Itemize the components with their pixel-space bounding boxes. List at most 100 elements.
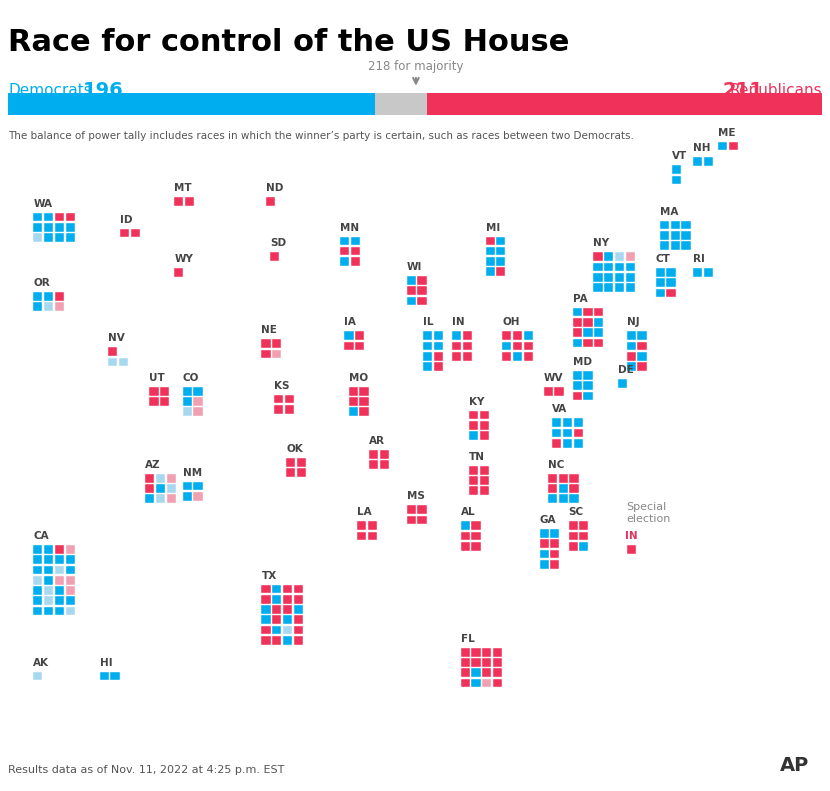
Bar xyxy=(486,257,495,266)
Bar xyxy=(486,247,495,255)
Bar xyxy=(583,339,593,347)
Text: AR: AR xyxy=(369,436,385,446)
Bar xyxy=(573,339,582,347)
Bar xyxy=(594,328,603,337)
Bar xyxy=(351,237,360,245)
Bar xyxy=(33,607,42,615)
Bar xyxy=(593,273,603,282)
Bar xyxy=(493,679,502,687)
Bar xyxy=(480,421,489,430)
Bar xyxy=(357,532,366,540)
Bar xyxy=(583,328,593,337)
Bar xyxy=(550,539,559,548)
Bar xyxy=(569,532,578,540)
Bar xyxy=(482,668,491,677)
Bar xyxy=(569,484,579,493)
Bar xyxy=(559,494,568,503)
Bar xyxy=(469,411,478,419)
Bar xyxy=(493,648,502,657)
Bar xyxy=(729,142,738,150)
Bar xyxy=(44,607,53,615)
Bar xyxy=(480,466,489,475)
Text: TX: TX xyxy=(261,570,276,581)
Bar xyxy=(627,545,636,554)
Bar xyxy=(563,439,572,448)
Text: MS: MS xyxy=(407,491,425,501)
Bar xyxy=(380,460,389,469)
Bar xyxy=(656,268,665,277)
Bar xyxy=(427,93,822,115)
Bar xyxy=(493,658,502,667)
Bar xyxy=(355,342,364,350)
Bar xyxy=(593,283,603,292)
Bar xyxy=(469,486,478,495)
Text: MA: MA xyxy=(660,206,678,217)
Bar xyxy=(407,286,416,295)
Bar xyxy=(573,328,582,337)
Bar xyxy=(369,450,378,459)
Bar xyxy=(272,350,281,358)
Bar xyxy=(375,93,427,115)
Text: IA: IA xyxy=(344,317,356,327)
Bar xyxy=(573,371,582,380)
Bar xyxy=(627,331,636,340)
Bar xyxy=(496,257,505,266)
Bar xyxy=(417,276,427,285)
Bar xyxy=(108,358,117,366)
Bar xyxy=(569,542,578,551)
Bar xyxy=(559,474,568,483)
Bar xyxy=(604,273,613,282)
Bar xyxy=(486,267,495,276)
Bar xyxy=(349,387,358,396)
Bar xyxy=(283,585,292,593)
Bar xyxy=(637,342,647,350)
Text: 196: 196 xyxy=(83,81,124,100)
Bar xyxy=(44,576,53,585)
Bar xyxy=(340,257,349,266)
Bar xyxy=(672,165,681,174)
Bar xyxy=(193,492,203,501)
Bar xyxy=(407,505,416,514)
Text: AZ: AZ xyxy=(145,460,161,470)
Bar xyxy=(627,352,636,361)
Bar xyxy=(274,405,283,414)
Bar xyxy=(502,352,511,361)
Bar xyxy=(110,672,120,680)
Bar xyxy=(550,529,559,538)
Bar xyxy=(55,545,64,554)
Text: UT: UT xyxy=(149,373,165,383)
Bar xyxy=(108,347,117,356)
Bar xyxy=(272,585,281,593)
Bar xyxy=(550,560,559,569)
Bar xyxy=(156,474,165,483)
Bar xyxy=(583,381,593,390)
Bar xyxy=(131,229,140,237)
Bar xyxy=(671,231,680,240)
Bar xyxy=(417,297,427,305)
Bar xyxy=(261,626,271,634)
Bar xyxy=(66,586,75,595)
Bar xyxy=(340,237,349,245)
Bar xyxy=(496,247,505,255)
Text: OH: OH xyxy=(502,317,520,327)
Bar xyxy=(145,494,154,503)
Bar xyxy=(681,231,691,240)
Bar xyxy=(563,418,572,427)
Bar xyxy=(626,273,635,282)
Bar xyxy=(583,308,593,316)
Bar xyxy=(294,595,303,604)
Bar xyxy=(120,229,129,237)
Bar xyxy=(594,318,603,327)
Text: VT: VT xyxy=(672,151,687,161)
Bar xyxy=(272,339,281,348)
Bar xyxy=(44,292,53,301)
Bar xyxy=(469,466,478,475)
Bar xyxy=(266,197,275,206)
Text: The balance of power tally includes races in which the winner’s party is certain: The balance of power tally includes race… xyxy=(8,131,634,141)
Bar xyxy=(579,542,588,551)
Text: IN: IN xyxy=(452,317,465,327)
Bar xyxy=(469,431,478,440)
Bar xyxy=(573,318,582,327)
Bar xyxy=(44,566,53,574)
Bar xyxy=(44,213,53,221)
